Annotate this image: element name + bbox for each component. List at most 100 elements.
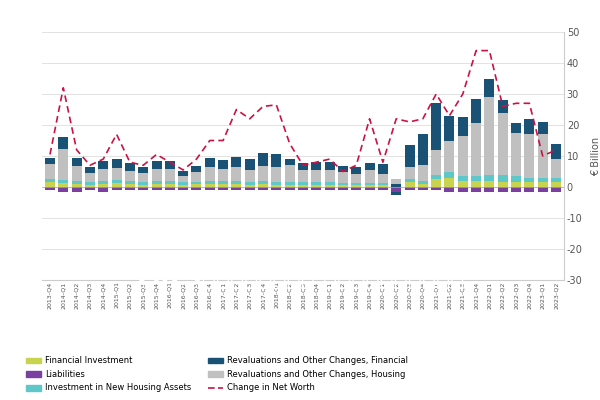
Bar bbox=[271, 182, 281, 184]
Bar bbox=[378, 187, 388, 190]
Bar bbox=[232, 157, 241, 168]
Bar bbox=[218, 184, 228, 187]
Bar bbox=[165, 182, 175, 184]
Bar bbox=[391, 187, 401, 192]
Bar bbox=[538, 187, 548, 192]
Bar bbox=[524, 134, 535, 178]
Bar bbox=[245, 182, 255, 184]
Bar bbox=[458, 187, 468, 192]
Bar bbox=[178, 184, 188, 187]
Bar bbox=[112, 183, 122, 187]
Bar bbox=[445, 187, 454, 192]
Bar bbox=[165, 187, 175, 190]
Bar bbox=[471, 99, 481, 124]
Bar bbox=[191, 184, 202, 187]
Bar bbox=[551, 182, 561, 187]
Bar bbox=[325, 162, 335, 170]
Bar bbox=[445, 140, 454, 172]
Bar bbox=[418, 184, 428, 187]
Bar bbox=[365, 185, 374, 187]
Bar bbox=[431, 103, 441, 150]
Bar bbox=[258, 181, 268, 184]
Bar bbox=[338, 185, 348, 187]
Bar bbox=[165, 169, 175, 182]
Text: 2023十大股票配资平台 澳门火锅加盟详情攻略: 2023十大股票配资平台 澳门火锅加盟详情攻略 bbox=[136, 266, 464, 290]
Bar bbox=[191, 172, 202, 182]
Bar bbox=[112, 180, 122, 183]
Bar bbox=[351, 186, 361, 187]
Bar bbox=[378, 183, 388, 186]
Bar bbox=[85, 166, 95, 173]
Bar bbox=[378, 174, 388, 183]
Bar bbox=[538, 134, 548, 178]
Bar bbox=[232, 184, 241, 187]
Bar bbox=[498, 113, 508, 174]
Bar bbox=[325, 187, 335, 190]
Bar bbox=[205, 168, 215, 182]
Bar bbox=[232, 187, 241, 190]
Bar bbox=[298, 170, 308, 182]
Bar bbox=[205, 158, 215, 168]
Bar bbox=[378, 186, 388, 187]
Bar bbox=[471, 181, 481, 187]
Bar bbox=[511, 187, 521, 192]
Bar bbox=[431, 187, 441, 190]
Bar bbox=[258, 153, 268, 166]
Bar bbox=[232, 168, 241, 182]
Bar bbox=[178, 182, 188, 184]
Bar bbox=[138, 173, 148, 182]
Bar bbox=[404, 187, 415, 190]
Bar bbox=[498, 182, 508, 187]
Bar bbox=[98, 161, 108, 169]
Bar bbox=[178, 187, 188, 190]
Bar bbox=[138, 184, 148, 187]
Bar bbox=[431, 174, 441, 179]
Bar bbox=[538, 122, 548, 134]
Bar bbox=[152, 184, 161, 187]
Bar bbox=[365, 187, 374, 190]
Bar bbox=[311, 170, 322, 182]
Bar bbox=[125, 184, 135, 187]
Bar bbox=[391, 179, 401, 181]
Bar bbox=[284, 159, 295, 165]
Bar bbox=[245, 170, 255, 182]
Bar bbox=[85, 184, 95, 187]
Bar bbox=[338, 183, 348, 185]
Bar bbox=[205, 182, 215, 184]
Bar bbox=[271, 184, 281, 187]
Bar bbox=[152, 161, 161, 169]
Bar bbox=[45, 164, 55, 179]
Bar bbox=[112, 168, 122, 180]
Bar bbox=[178, 171, 188, 176]
Bar bbox=[338, 166, 348, 172]
Bar bbox=[418, 187, 428, 190]
Bar bbox=[404, 145, 415, 167]
Bar bbox=[112, 159, 122, 168]
Bar bbox=[138, 182, 148, 184]
Bar bbox=[325, 170, 335, 182]
Bar bbox=[538, 178, 548, 182]
Bar bbox=[298, 164, 308, 170]
Bar bbox=[445, 178, 454, 187]
Bar bbox=[511, 176, 521, 182]
Bar bbox=[98, 187, 108, 192]
Bar bbox=[484, 181, 494, 187]
Bar bbox=[284, 187, 295, 190]
Bar bbox=[271, 187, 281, 190]
Bar bbox=[258, 187, 268, 190]
Bar bbox=[58, 137, 68, 149]
Bar bbox=[85, 187, 95, 190]
Bar bbox=[311, 185, 322, 187]
Bar bbox=[391, 179, 401, 195]
Bar bbox=[458, 136, 468, 176]
Bar bbox=[232, 182, 241, 184]
Bar bbox=[524, 178, 535, 182]
Bar bbox=[218, 169, 228, 182]
Bar bbox=[245, 184, 255, 187]
Bar bbox=[538, 182, 548, 187]
Bar bbox=[152, 181, 161, 184]
Bar bbox=[458, 117, 468, 136]
Bar bbox=[338, 187, 348, 190]
Bar bbox=[471, 187, 481, 192]
Bar bbox=[85, 173, 95, 182]
